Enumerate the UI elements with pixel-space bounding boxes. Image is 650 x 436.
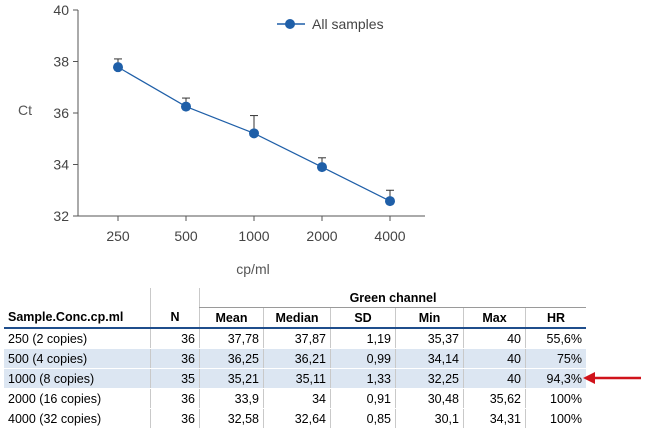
cell-median: 37,87 <box>263 328 331 349</box>
cell-sd: 1,33 <box>330 368 396 389</box>
cell-sd: 1,19 <box>330 328 396 349</box>
table-row: 500 (4 copies) 36 36,25 36,21 0,99 34,14… <box>4 348 586 369</box>
cell-min: 35,37 <box>395 328 464 349</box>
highlight-arrow-icon <box>583 372 641 384</box>
cell-mean: 37,78 <box>199 328 264 349</box>
cell-sd: 0,99 <box>330 348 396 369</box>
stats-table: Green channel Sample.Conc.cp.ml N Mean M… <box>4 288 586 429</box>
cell-max: 34,31 <box>463 408 526 429</box>
cell-sample: 1000 (8 copies) <box>4 368 151 389</box>
table-row: 1000 (8 copies) 35 35,21 35,11 1,33 32,2… <box>4 368 586 389</box>
cell-hr: 94,3% <box>525 368 586 389</box>
col-header-min: Min <box>395 307 464 329</box>
series-layer <box>113 58 395 207</box>
data-point <box>249 128 259 139</box>
cell-min: 30,1 <box>395 408 464 429</box>
y-tick-label: 36 <box>53 105 69 121</box>
cell-max: 40 <box>463 348 526 369</box>
x-tick-label: 2000 <box>306 228 337 244</box>
y-tick-label: 32 <box>53 208 69 224</box>
data-point <box>113 62 123 73</box>
cell-max: 40 <box>463 368 526 389</box>
cell-mean: 32,58 <box>199 408 264 429</box>
x-tick-label: 500 <box>174 228 198 244</box>
col-header-max: Max <box>463 307 526 329</box>
cell-hr: 100% <box>525 408 586 429</box>
cell-n: 35 <box>150 368 200 389</box>
cell-sample: 250 (2 copies) <box>4 328 151 349</box>
y-axis-label: Ct <box>18 102 32 118</box>
table-row: 4000 (32 copies) 36 32,58 32,64 0,85 30,… <box>4 408 586 429</box>
header-spacer <box>4 288 151 308</box>
x-tick-label: 1000 <box>238 228 269 244</box>
cell-median: 36,21 <box>263 348 331 369</box>
cell-sd: 0,91 <box>330 388 396 409</box>
cell-n: 36 <box>150 348 200 369</box>
line-chart: 32 34 36 38 40 250 500 1000 2000 4000 Ct cp/ml A… <box>18 2 425 277</box>
col-header-median: Median <box>263 307 331 329</box>
x-tick-label: 250 <box>106 228 130 244</box>
legend: All samples <box>277 16 384 32</box>
data-point <box>181 101 191 112</box>
cell-max: 35,62 <box>463 388 526 409</box>
y-tick-label: 38 <box>53 54 69 70</box>
data-point <box>385 196 395 207</box>
cell-min: 30,48 <box>395 388 464 409</box>
table-header-row: Sample.Conc.cp.ml N Mean Median SD Min M… <box>4 307 586 329</box>
cell-mean: 33,9 <box>199 388 264 409</box>
table-group-header-row: Green channel <box>4 288 586 308</box>
col-header-n: N <box>150 307 200 329</box>
cell-sample: 500 (4 copies) <box>4 348 151 369</box>
y-axis: 32 34 36 38 40 <box>53 2 79 224</box>
table-row: 2000 (16 copies) 36 33,9 34 0,91 30,48 3… <box>4 388 586 409</box>
cell-median: 34 <box>263 388 331 409</box>
cell-sd: 0,85 <box>330 408 396 429</box>
table-row: 250 (2 copies) 36 37,78 37,87 1,19 35,37… <box>4 328 586 349</box>
data-point <box>317 162 327 173</box>
cell-min: 34,14 <box>395 348 464 369</box>
cell-hr: 75% <box>525 348 586 369</box>
col-header-sd: SD <box>330 307 396 329</box>
y-tick-label: 40 <box>53 2 69 18</box>
cell-hr: 100% <box>525 388 586 409</box>
group-header: Green channel <box>199 288 586 308</box>
cell-sample: 4000 (32 copies) <box>4 408 151 429</box>
cell-min: 32,25 <box>395 368 464 389</box>
header-spacer <box>150 288 200 308</box>
cell-sample: 2000 (16 copies) <box>4 388 151 409</box>
legend-label: All samples <box>312 16 384 32</box>
x-axis: 250 500 1000 2000 4000 <box>78 215 425 244</box>
x-tick-label: 4000 <box>374 228 405 244</box>
cell-hr: 55,6% <box>525 328 586 349</box>
cell-median: 32,64 <box>263 408 331 429</box>
col-header-mean: Mean <box>199 307 264 329</box>
cell-mean: 35,21 <box>199 368 264 389</box>
y-tick-label: 34 <box>53 157 69 173</box>
cell-max: 40 <box>463 328 526 349</box>
cell-median: 35,11 <box>263 368 331 389</box>
x-axis-label: cp/ml <box>236 261 269 277</box>
cell-n: 36 <box>150 328 200 349</box>
col-header-hr: HR <box>525 307 586 329</box>
cell-n: 36 <box>150 388 200 409</box>
cell-n: 36 <box>150 408 200 429</box>
cell-mean: 36,25 <box>199 348 264 369</box>
legend-marker <box>285 19 295 29</box>
col-header-sample: Sample.Conc.cp.ml <box>4 307 151 329</box>
